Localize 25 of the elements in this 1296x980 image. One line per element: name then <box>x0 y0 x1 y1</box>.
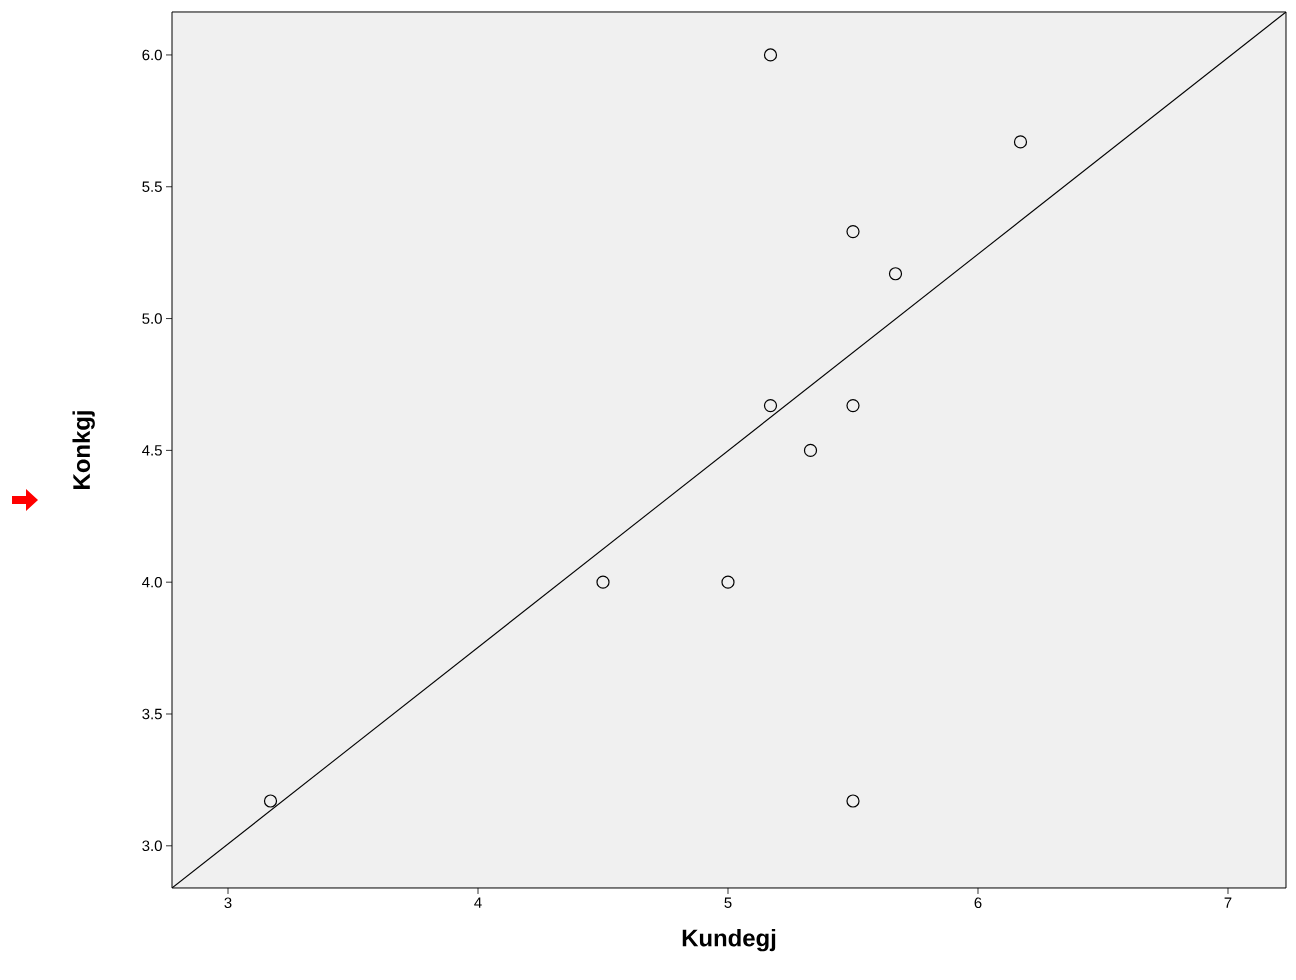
point <box>846 398 860 413</box>
point <box>721 575 735 589</box>
y-axis-title: Konkgj <box>72 411 95 489</box>
y-tick-label: 6.0 <box>142 49 162 61</box>
y-tick-label: 3.0 <box>142 840 162 852</box>
point <box>1013 135 1028 149</box>
x-tick-label: 6 <box>974 897 982 909</box>
point <box>763 48 778 62</box>
y-tick-label: 5.5 <box>142 181 162 192</box>
y-tick-label: 4.0 <box>142 576 162 588</box>
x-tick-label: 4 <box>474 897 482 908</box>
point <box>846 224 860 239</box>
point <box>803 443 818 457</box>
point <box>846 794 860 808</box>
x-tick-label: 7 <box>1224 897 1232 908</box>
x-tick-label: 5 <box>724 897 732 908</box>
point <box>596 575 610 589</box>
x-tick-label: 3 <box>224 897 232 909</box>
point <box>763 398 778 413</box>
x-axis-title: Kundegj <box>682 928 776 952</box>
point <box>888 267 903 281</box>
y-tick-label: 4.5 <box>142 445 162 456</box>
y-tick-label: 3.5 <box>142 708 162 720</box>
y-tick-label: 5.0 <box>142 313 162 324</box>
point <box>263 794 278 808</box>
